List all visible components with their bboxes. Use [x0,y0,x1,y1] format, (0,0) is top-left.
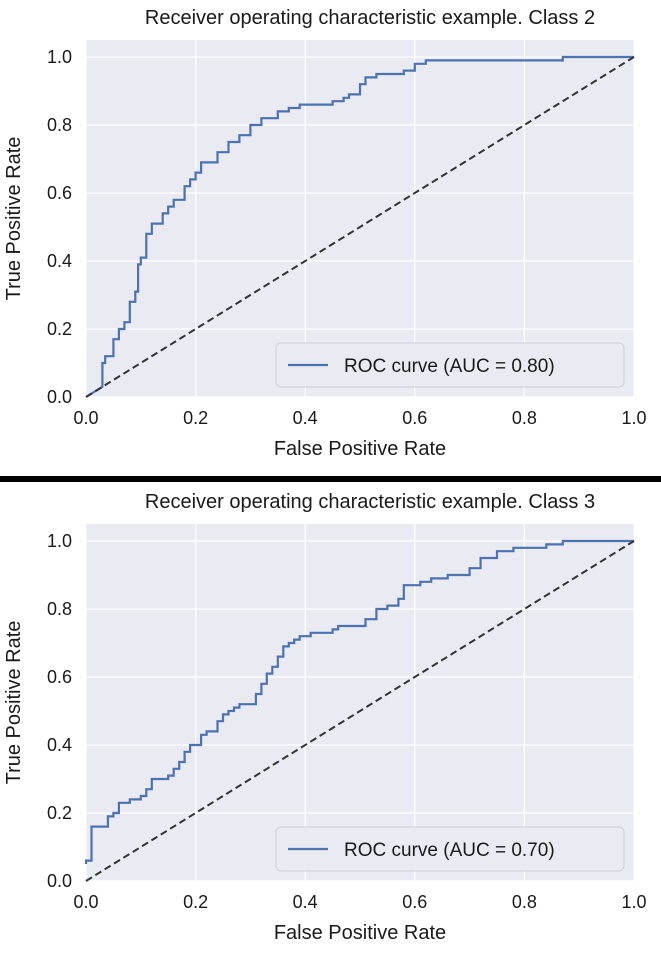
legend-box [275,342,625,388]
roc-curve-line [84,539,634,864]
y-tick-label: 0.0 [47,387,72,407]
x-tick-label: 0.2 [183,408,208,428]
chart-title: Receiver operating characteristic exampl… [145,491,595,513]
x-tick-label: 0.0 [73,408,98,428]
roc-chart-class-3: Receiver operating characteristic exampl… [3,491,647,944]
x-axis-label: False Positive Rate [274,438,446,460]
x-tick-label: 0.2 [183,892,208,912]
y-tick-label: 0.6 [47,183,72,203]
x-tick-label: 0.8 [512,408,537,428]
legend: ROC curve (AUC = 0.80) [275,342,625,388]
x-tick-label: 0.6 [402,892,427,912]
chart-divider [0,476,661,482]
x-axis-label: False Positive Rate [274,922,446,944]
roc-curve-line [85,55,634,398]
y-tick-label: 0.4 [47,251,72,271]
y-tick-label: 0.4 [47,735,72,755]
x-tick-label: 1.0 [621,892,646,912]
plot-area [86,40,634,397]
x-tick-label: 0.0 [73,892,98,912]
x-tick-label: 0.6 [402,408,427,428]
y-tick-label: 1.0 [47,531,72,551]
x-tick-label: 0.4 [293,408,318,428]
chance-diagonal-line [85,540,635,882]
y-axis-label: True Positive Rate [3,137,25,301]
y-tick-label: 0.8 [47,599,72,619]
x-tick-label: 0.8 [512,892,537,912]
chance-diagonal-line [85,56,635,398]
roc-chart-class-2: Receiver operating characteristic exampl… [3,7,647,460]
legend-box [275,826,625,872]
y-tick-label: 1.0 [47,47,72,67]
legend-entry-label: ROC curve (AUC = 0.70) [344,840,555,861]
x-tick-label: 1.0 [621,408,646,428]
y-tick-label: 0.2 [47,803,72,823]
y-tick-label: 0.2 [47,319,72,339]
legend: ROC curve (AUC = 0.70) [275,826,625,872]
y-tick-label: 0.6 [47,667,72,687]
legend-entry-label: ROC curve (AUC = 0.80) [344,356,555,377]
y-tick-label: 0.0 [47,871,72,891]
chart-title: Receiver operating characteristic exampl… [145,7,595,29]
y-tick-label: 0.8 [47,115,72,135]
y-axis-label: True Positive Rate [3,621,25,785]
x-tick-label: 0.4 [293,892,318,912]
plot-area [86,524,634,881]
